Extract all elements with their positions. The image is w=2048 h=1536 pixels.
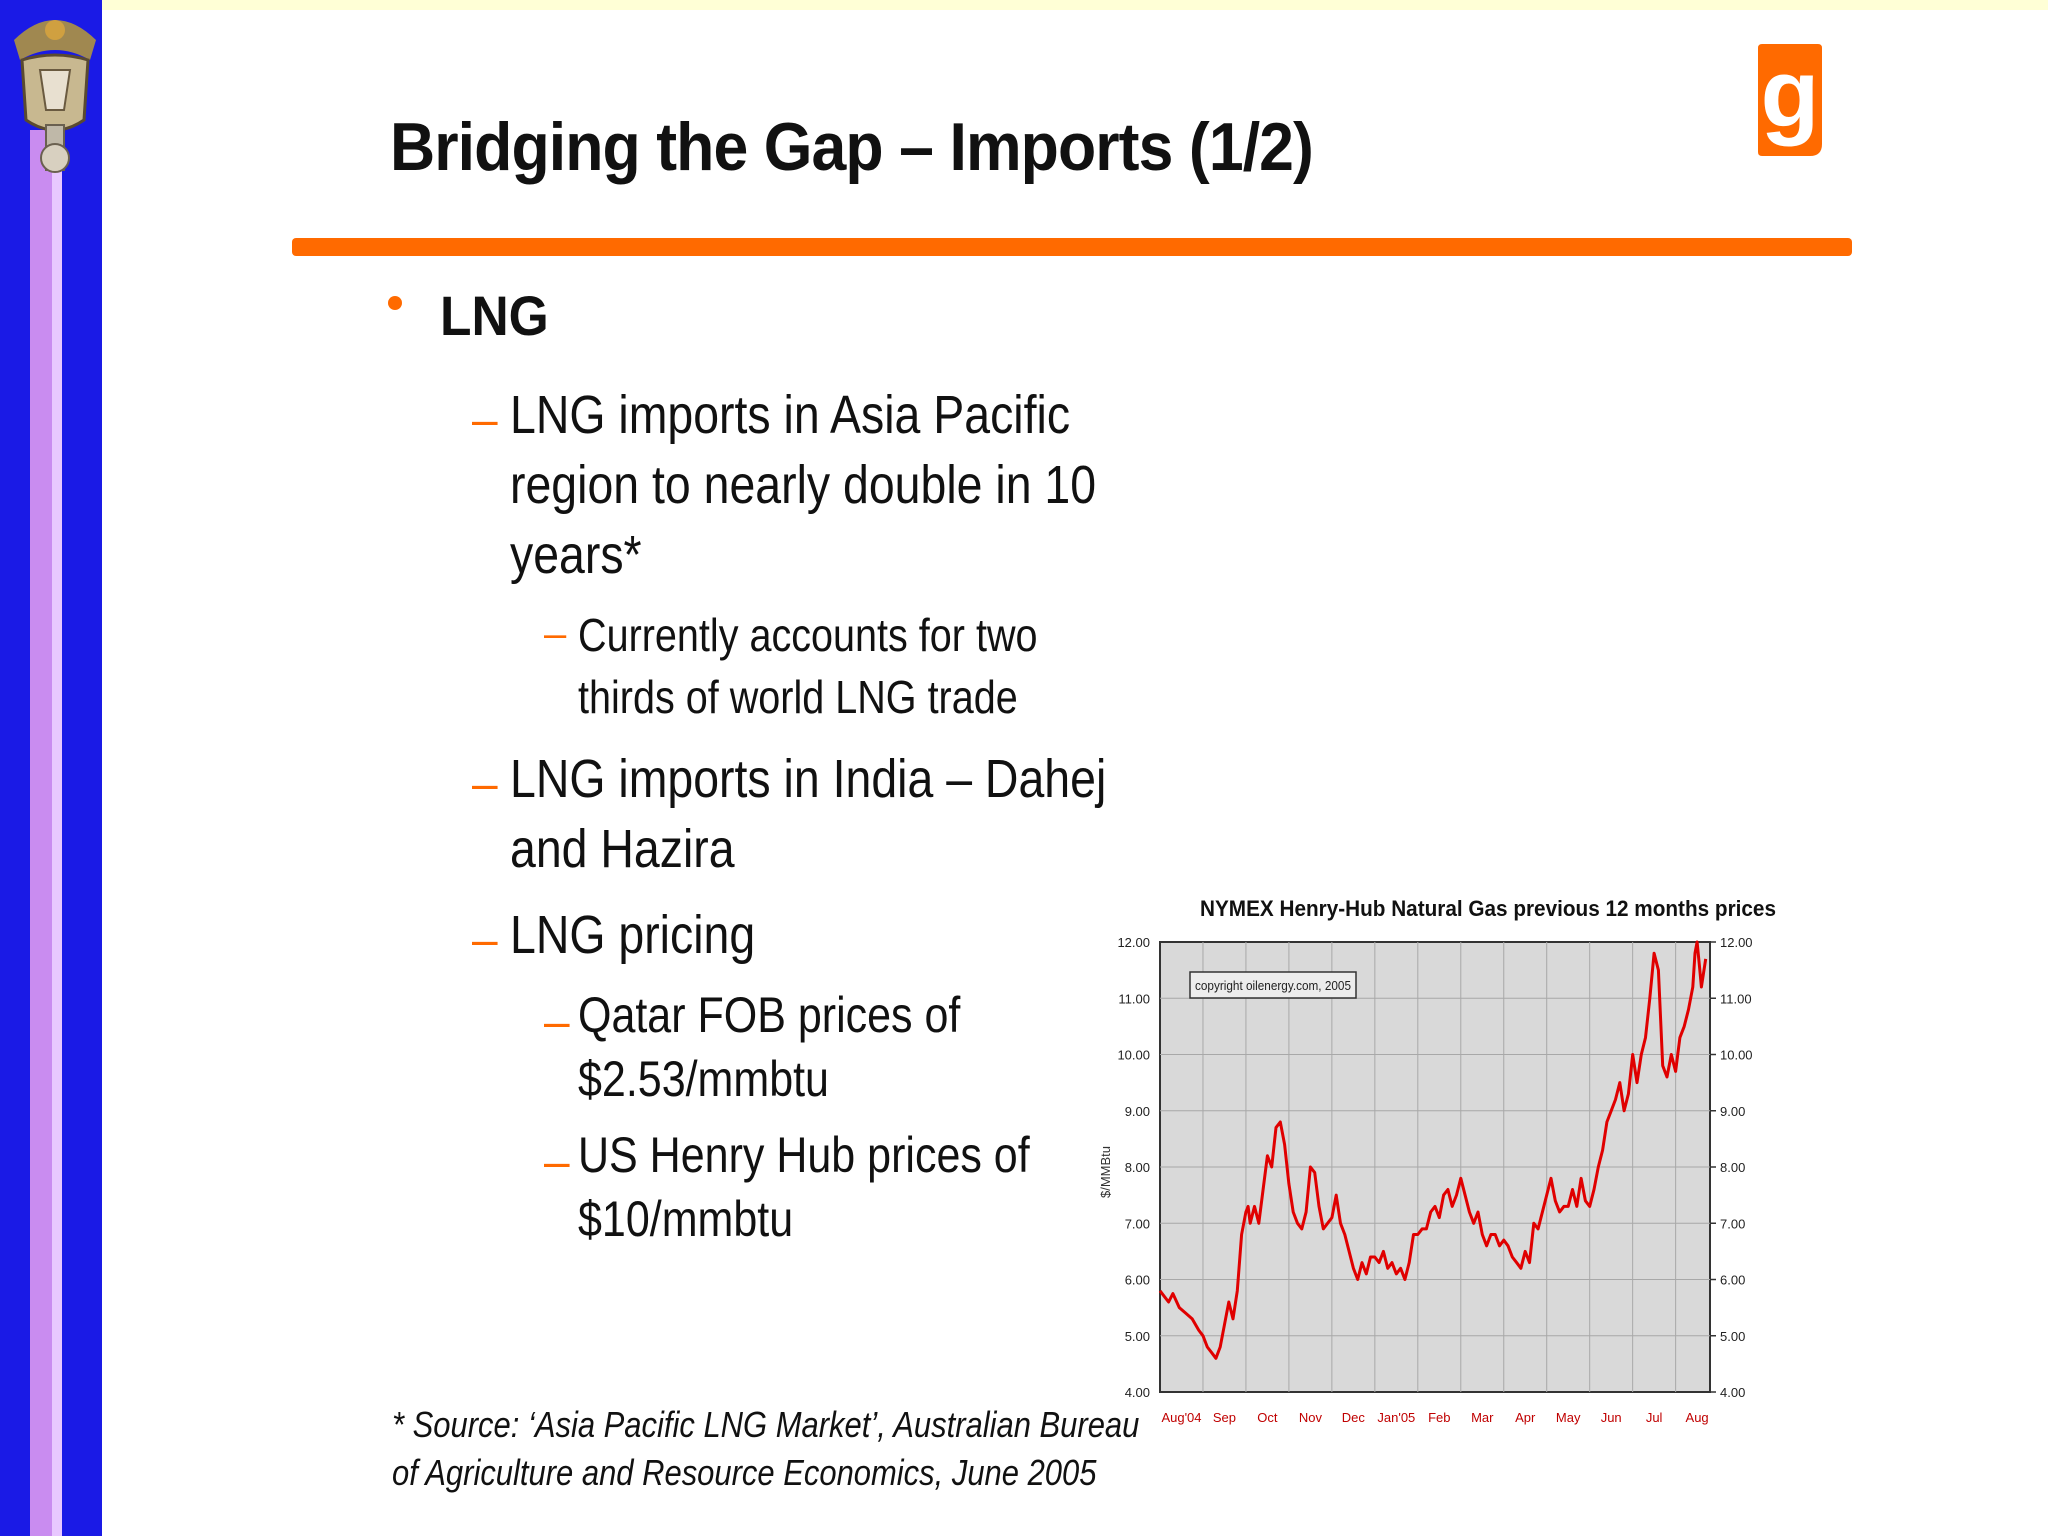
y-tick-label-left: 7.00 [1125, 1216, 1150, 1231]
y-tick-label-right: 10.00 [1720, 1048, 1753, 1063]
grid-lines [1160, 942, 1710, 1392]
copyright-text: copyright oilenergy.com, 2005 [1195, 978, 1351, 993]
x-tick-label: Dec [1342, 1410, 1366, 1425]
x-tick-label: Aug'04 [1161, 1410, 1201, 1425]
item-6-line-1: US Henry Hub prices of [578, 1127, 1030, 1183]
item-6-line-2: $10/mmbtu [578, 1191, 794, 1247]
dash-marker: – [472, 913, 498, 965]
copyright-box [1189, 971, 1357, 999]
y-axis-left: 4.00 5.00 6.00 7.00 8.00 9.00 10.00 11.00 12.00 [1117, 935, 1150, 1400]
y-tick-label-right: 9.00 [1720, 1104, 1745, 1119]
y-tick-label-left: 10.00 [1117, 1048, 1150, 1063]
y-tick-label-left: 9.00 [1125, 1104, 1150, 1119]
y-tick-label-right: 12.00 [1720, 935, 1753, 950]
item-2-line-1: Currently accounts for two [578, 609, 1038, 661]
dash-marker: – [544, 612, 567, 656]
x-tick-label: Jun [1601, 1410, 1622, 1425]
item-3-line-2: and Hazira [510, 819, 735, 879]
x-tick-label: Apr [1515, 1410, 1536, 1425]
dash-marker: – [472, 393, 498, 445]
sidebar-stripe-light [52, 0, 62, 1536]
item-4-line-1: LNG pricing [510, 905, 756, 965]
dash-marker: – [544, 995, 570, 1047]
y-axis-right: 4.00 5.00 6.00 7.00 8.00 9.00 10.00 11.00 12.00 [1710, 935, 1753, 1400]
y-tick-label-right: 8.00 [1720, 1160, 1745, 1175]
series-line-henry-hub [1158, 940, 1708, 1360]
x-tick-label: Nov [1299, 1410, 1323, 1425]
y-tick-label-right: 5.00 [1720, 1329, 1745, 1344]
logo-g-icon: g [1758, 40, 1822, 156]
item-5-line-1: Qatar FOB prices of [578, 987, 961, 1043]
x-tick-label: Mar [1471, 1410, 1494, 1425]
item-2-line-2: thirds of world LNG trade [578, 671, 1018, 723]
logo-letter: g [1761, 40, 1820, 147]
y-axis-label: $/MMBtu [1098, 1146, 1113, 1198]
item-3-line-1: LNG imports in India – Dahej [510, 749, 1107, 809]
x-tick-label: Oct [1257, 1410, 1278, 1425]
x-tick-label: Jul [1646, 1410, 1663, 1425]
dash-marker: – [544, 1135, 570, 1187]
y-tick-label-right: 6.00 [1720, 1273, 1745, 1288]
chart-title: NYMEX Henry-Hub Natural Gas previous 12 … [1200, 896, 1776, 921]
item-1-line-3: years* [510, 525, 642, 585]
y-tick-label-left: 8.00 [1125, 1160, 1150, 1175]
x-tick-label: May [1556, 1410, 1581, 1425]
sidebar-stripe [30, 0, 52, 1536]
source-line-1: * Source: ‘Asia Pacific LNG Market’, Aus… [392, 1404, 1140, 1445]
y-tick-label-right: 7.00 [1720, 1216, 1745, 1231]
y-tick-label-left: 12.00 [1117, 935, 1150, 950]
item-5-line-2: $2.53/mmbtu [578, 1051, 829, 1107]
x-tick-label: Sep [1213, 1410, 1236, 1425]
top-band [0, 0, 2048, 10]
x-axis: Aug'04 Sep Oct Nov Dec Jan'05 Feb Mar Apr May Jun J… [1161, 1410, 1708, 1425]
dash-marker: – [472, 757, 498, 809]
y-tick-label-right: 4.00 [1720, 1385, 1745, 1400]
item-1-line-1: LNG imports in Asia Pacific [510, 385, 1071, 445]
bullet-heading: LNG [440, 284, 549, 347]
x-tick-label: Jan'05 [1377, 1410, 1415, 1425]
source-line-2: of Agriculture and Resource Economics, J… [392, 1452, 1097, 1493]
slide-title: Bridging the Gap – Imports (1/2) [390, 109, 1314, 185]
bullet-dot [388, 296, 402, 310]
y-tick-label-left: 4.00 [1125, 1385, 1150, 1400]
price-chart: NYMEX Henry-Hub Natural Gas previous 12 … [1098, 896, 1776, 1425]
y-tick-label-left: 5.00 [1125, 1329, 1150, 1344]
crest-emblem-icon [0, 0, 102, 173]
y-tick-label-right: 11.00 [1720, 991, 1752, 1006]
x-tick-label: Aug [1686, 1410, 1709, 1425]
y-tick-label-left: 11.00 [1118, 991, 1150, 1006]
item-1-line-2: region to nearly double in 10 [510, 455, 1097, 515]
y-tick-label-left: 6.00 [1125, 1273, 1150, 1288]
x-tick-label: Feb [1428, 1410, 1450, 1425]
title-underline [292, 238, 1852, 256]
